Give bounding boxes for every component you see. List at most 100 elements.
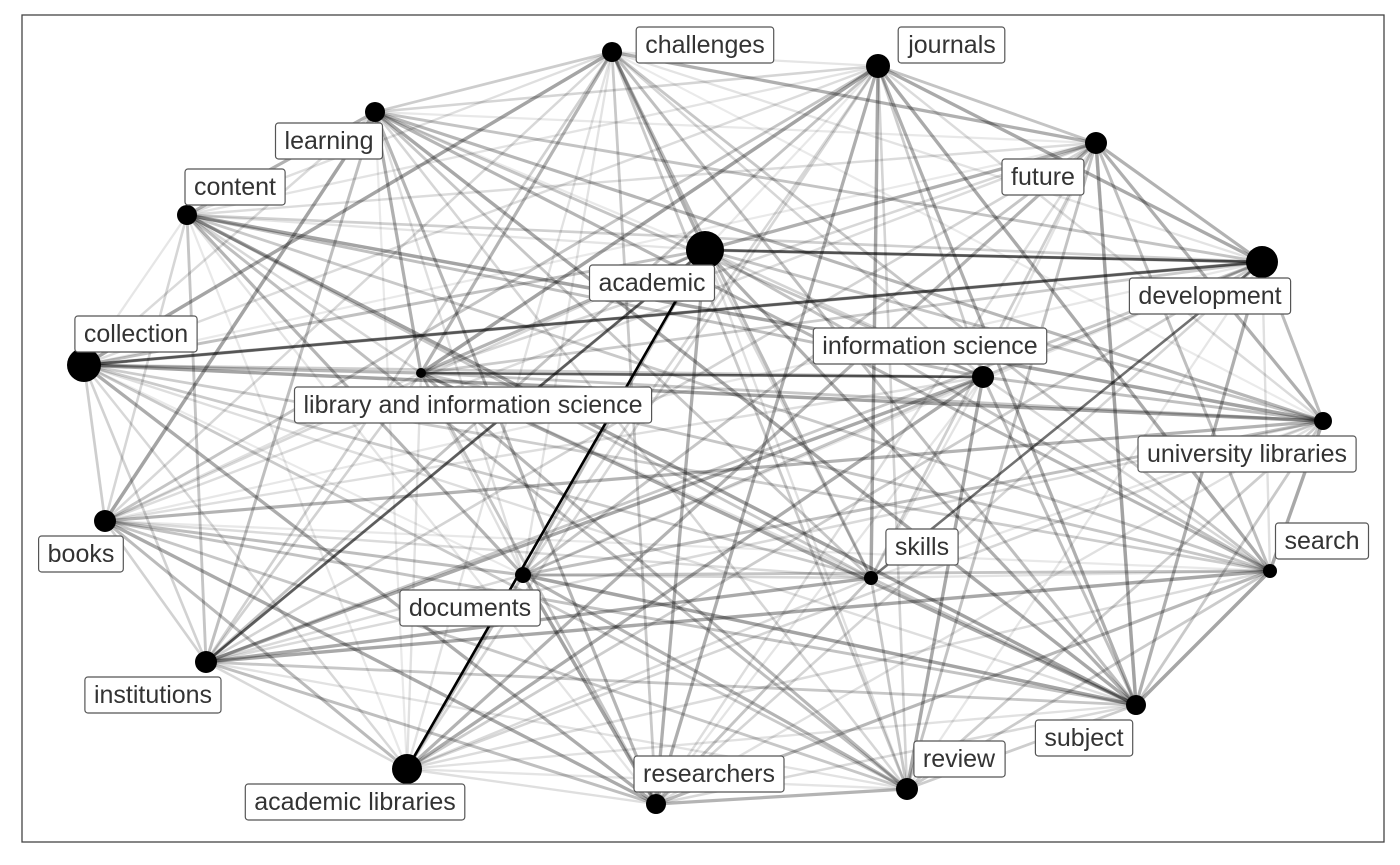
node-development[interactable] <box>1246 246 1278 278</box>
edge-learning-university-libraries <box>374 110 1324 423</box>
label-content: content <box>184 168 286 206</box>
label-text-review: review <box>923 745 996 773</box>
strong-edge-academic-development <box>704 248 1263 264</box>
edge-future-review <box>905 142 1098 790</box>
edge-information-science-institutions <box>205 375 984 664</box>
edge-challenges-learning <box>374 50 613 114</box>
node-challenges[interactable] <box>602 42 622 62</box>
edge-skills-subject <box>870 576 1137 707</box>
edge-development-books <box>104 260 1263 523</box>
edge-lis-subject <box>420 371 1137 707</box>
edge-information-science-books <box>104 375 984 523</box>
edge-information-science-academic-libraries <box>406 375 984 771</box>
edge-challenges-search <box>611 50 1271 573</box>
node-lis[interactable] <box>416 368 426 378</box>
node-future[interactable] <box>1085 132 1107 154</box>
edge-university-libraries-books <box>104 419 1324 523</box>
edges-layer <box>82 50 1325 806</box>
edge-content-development <box>186 213 1263 264</box>
label-box-subject <box>1034 719 1134 757</box>
edge-books-search <box>104 519 1271 573</box>
edge-skills-review <box>869 577 909 790</box>
label-journals: journals <box>897 26 1006 64</box>
edge-collection-search <box>83 363 1271 573</box>
strong-edge-skills-development <box>870 260 1263 580</box>
edge-collection-documents <box>83 363 524 577</box>
node-information-science[interactable] <box>972 366 994 388</box>
label-subject: subject <box>1034 719 1134 757</box>
strong-edge-academic-institutions <box>205 248 706 664</box>
edge-search-institutions <box>205 569 1271 664</box>
label-academic: academic <box>588 264 716 302</box>
edge-collection-review <box>83 363 908 791</box>
labels-layer: challenges journals learning future content a… <box>37 26 1370 821</box>
node-skills[interactable] <box>864 571 878 585</box>
node-content[interactable] <box>177 205 197 225</box>
edge-challenges-information-science <box>611 51 984 378</box>
label-text-academic-libraries: academic libraries <box>254 788 455 816</box>
label-box-documents <box>399 589 541 627</box>
node-university-libraries[interactable] <box>1314 412 1332 430</box>
label-text-journals: journals <box>907 31 996 59</box>
edge-journals-collection <box>83 64 879 367</box>
edge-development-review <box>906 261 1263 790</box>
node-researchers[interactable] <box>646 794 666 814</box>
node-review[interactable] <box>896 778 918 800</box>
label-information-science: information science <box>812 327 1048 365</box>
node-documents[interactable] <box>515 567 531 583</box>
label-text-skills: skills <box>895 533 949 561</box>
node-academic-libraries[interactable] <box>392 754 422 784</box>
edge-content-academic <box>186 213 706 252</box>
strong-edge-collection-development <box>83 260 1263 367</box>
edge-books-researchers <box>104 519 657 806</box>
label-box-skills <box>885 528 959 566</box>
edge-lis-academic-libraries <box>405 372 423 770</box>
edge-challenges-researchers <box>610 51 658 805</box>
edge-content-researchers <box>186 214 657 805</box>
edge-academic-review <box>703 249 909 790</box>
label-box-learning <box>274 122 384 160</box>
label-box-academic-libraries <box>244 783 466 821</box>
edge-challenges-academic <box>610 51 707 251</box>
edge-academic-skills <box>703 249 873 579</box>
edge-journals-review <box>876 65 909 790</box>
edge-learning-development <box>374 110 1263 264</box>
edge-books-academic-libraries <box>104 519 408 771</box>
node-search[interactable] <box>1263 564 1277 578</box>
strong-edge-lis-information-science <box>420 371 984 379</box>
edge-search-subject <box>1134 569 1272 707</box>
edge-learning-skills <box>374 110 872 580</box>
node-collection[interactable] <box>67 348 101 382</box>
label-box-search <box>1274 522 1370 560</box>
edge-journals-researchers <box>654 65 880 805</box>
node-journals[interactable] <box>866 54 890 78</box>
node-academic[interactable] <box>686 231 724 269</box>
edge-information-science-university-libraries <box>982 375 1324 423</box>
node-institutions[interactable] <box>195 651 217 673</box>
node-learning[interactable] <box>365 102 385 122</box>
edge-future-documents <box>522 141 1097 577</box>
label-box-books <box>37 535 124 573</box>
node-subject[interactable] <box>1126 695 1146 715</box>
edge-collection-lis <box>83 363 422 375</box>
label-box-collection <box>74 315 198 353</box>
edge-journals-documents <box>521 65 880 576</box>
edge-documents-review <box>522 573 908 791</box>
edge-challenges-institutions <box>204 51 614 663</box>
label-text-researchers: researchers <box>643 760 775 788</box>
edge-subject-academic-libraries <box>406 703 1137 771</box>
label-academic-libraries: academic libraries <box>244 783 466 821</box>
edge-review-researchers <box>655 787 908 806</box>
node-books[interactable] <box>94 510 116 532</box>
edge-information-science-researchers <box>655 376 984 805</box>
edge-future-development <box>1095 141 1263 264</box>
edge-learning-academic <box>374 110 706 252</box>
label-university-libraries: university libraries <box>1137 435 1357 473</box>
edge-future-researchers <box>654 142 1098 805</box>
label-challenges: challenges <box>635 26 775 64</box>
edge-journals-books <box>104 64 879 523</box>
label-text-search: search <box>1284 527 1359 555</box>
panel-border <box>21 14 1385 843</box>
edge-collection-researchers <box>82 363 658 806</box>
label-box-challenges <box>635 26 775 64</box>
